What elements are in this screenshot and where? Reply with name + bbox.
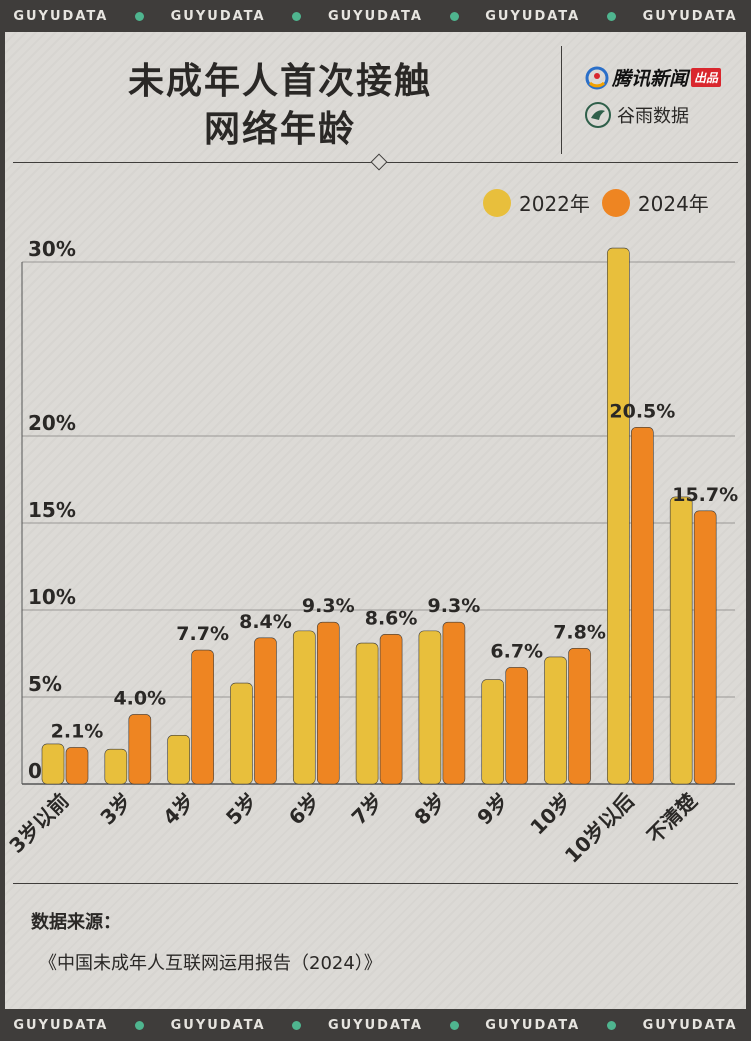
- bar-2022: [41, 743, 65, 785]
- watermark-text: GUYUDATA: [642, 1017, 738, 1033]
- x-tick-label: 3岁以前: [4, 789, 73, 858]
- chart-panel: 未成年人首次接触 网络年龄 腾讯新闻 出品 谷雨数据 2022年 2024年 数…: [5, 32, 746, 1009]
- x-tick-label: 不清楚: [642, 789, 701, 848]
- bar-2022: [607, 247, 630, 785]
- dot-icon: [449, 1020, 459, 1030]
- legend-label: 2022年: [519, 192, 590, 216]
- x-tick-label: 8岁: [409, 789, 450, 830]
- tencent-news-icon: [585, 66, 609, 89]
- watermark-strip-bottom: GUYUDATA GUYUDATA GUYUDATA GUYUDATA GUYU…: [0, 1009, 751, 1041]
- y-tick-label: 20%: [28, 411, 76, 435]
- bar-2022: [292, 630, 316, 785]
- bar-2024: [379, 634, 403, 785]
- bar-2024: [254, 637, 277, 785]
- data-label: 8.6%: [365, 607, 418, 629]
- dot-icon: [134, 1020, 144, 1030]
- source-label: 数据来源：: [31, 912, 121, 933]
- dot-icon: [449, 11, 459, 21]
- y-tick-label: 0: [28, 759, 42, 783]
- data-label: 7.7%: [176, 623, 229, 645]
- brand-name: 腾讯新闻: [612, 68, 689, 90]
- source-value: 《中国未成年人互联网运用报告（2024）》: [39, 953, 382, 974]
- watermark-text: GUYUDATA: [13, 8, 109, 24]
- dot-icon: [606, 1020, 616, 1030]
- dot-icon: [606, 11, 616, 21]
- bar-2024: [191, 649, 214, 785]
- bar-2024: [631, 426, 654, 785]
- x-tick-label: 3岁: [95, 789, 136, 830]
- y-tick-label: 30%: [28, 237, 76, 261]
- guyu-data-logo: 谷雨数据: [585, 102, 689, 128]
- bird-icon: [585, 102, 611, 128]
- bar-2024: [128, 714, 152, 785]
- legend-item-2022: 2022年: [483, 188, 590, 217]
- watermark-text: GUYUDATA: [485, 1017, 581, 1033]
- header-divider: [561, 46, 562, 154]
- legend-swatch-icon: [601, 188, 630, 217]
- y-tick-label: 15%: [28, 498, 76, 522]
- data-label: 4.0%: [113, 687, 166, 709]
- data-label: 15.7%: [672, 484, 738, 506]
- x-tick-label: 10岁: [525, 789, 576, 840]
- bar-2022: [418, 630, 442, 785]
- data-label: 7.8%: [553, 621, 606, 643]
- tencent-news-logo: 腾讯新闻 出品: [585, 64, 722, 91]
- title-line-1: 未成年人首次接触: [127, 61, 432, 102]
- x-tick-label: 5岁: [221, 789, 262, 830]
- bar-2024: [442, 621, 466, 785]
- brand-badge: 出品: [691, 68, 722, 87]
- x-tick-label: 9岁: [472, 789, 513, 830]
- x-tick-label: 7岁: [347, 789, 388, 830]
- bar-2024: [316, 621, 340, 785]
- chart-legend: 2022年 2024年: [483, 188, 709, 217]
- dot-icon: [292, 1020, 302, 1030]
- watermark-text: GUYUDATA: [642, 8, 738, 24]
- data-label: 9.3%: [428, 595, 481, 617]
- watermark-strip-top: GUYUDATA GUYUDATA GUYUDATA GUYUDATA GUYU…: [0, 0, 751, 32]
- bar-2022: [669, 496, 693, 785]
- legend-label: 2024年: [637, 192, 709, 216]
- dot-icon: [134, 11, 144, 21]
- title-line-2: 网络年龄: [203, 109, 356, 150]
- legend-item-2024: 2024年: [601, 188, 709, 217]
- y-tick-label: 10%: [28, 585, 76, 609]
- data-label: 20.5%: [609, 400, 675, 422]
- bar-2022: [230, 682, 253, 785]
- data-label: 6.7%: [490, 640, 543, 662]
- bar-2024: [505, 667, 529, 785]
- brand-name: 谷雨数据: [617, 106, 689, 127]
- y-tick-label: 5%: [28, 672, 62, 696]
- x-tick-label: 10岁以后: [560, 789, 639, 868]
- data-label: 9.3%: [302, 595, 355, 617]
- data-label: 2.1%: [51, 720, 104, 742]
- footer-divider-line: [13, 883, 738, 884]
- watermark-text: GUYUDATA: [327, 8, 423, 24]
- x-tick-label: 6岁: [284, 789, 325, 830]
- bar-2024: [568, 647, 591, 785]
- watermark-text: GUYUDATA: [327, 1017, 423, 1033]
- bar-2024: [65, 747, 89, 785]
- watermark-text: GUYUDATA: [13, 1017, 109, 1033]
- bar-2022: [167, 734, 190, 785]
- legend-swatch-icon: [483, 188, 511, 217]
- bar-2022: [355, 642, 379, 785]
- x-tick-label: 4岁: [158, 789, 199, 830]
- bar-2022: [544, 656, 567, 785]
- bar-2024: [693, 510, 717, 785]
- bar-2022: [481, 679, 505, 785]
- dot-icon: [292, 11, 302, 21]
- watermark-text: GUYUDATA: [170, 8, 266, 24]
- watermark-text: GUYUDATA: [485, 8, 581, 24]
- watermark-text: GUYUDATA: [170, 1017, 266, 1033]
- data-label: 8.4%: [239, 611, 292, 633]
- bar-2022: [104, 748, 128, 785]
